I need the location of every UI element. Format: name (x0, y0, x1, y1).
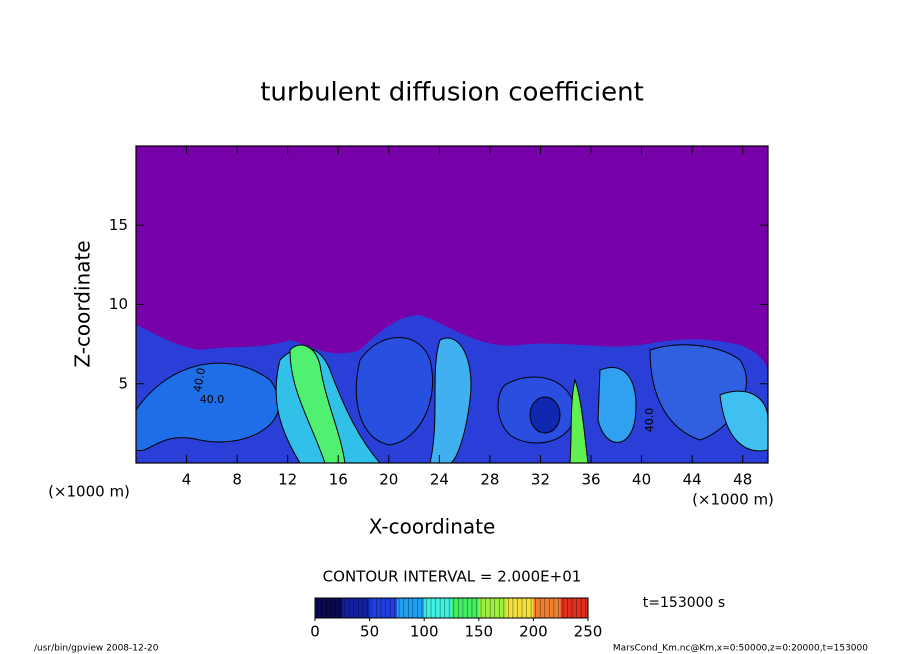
colorbar-swatch (506, 598, 534, 618)
contour-field (136, 146, 768, 463)
x-axis-label: X-coordinate (369, 515, 496, 539)
colorbar-swatch (424, 598, 452, 618)
x-tick-label: 32 (531, 471, 550, 489)
x-tick-label: 44 (683, 471, 702, 489)
time-label: t=153000 s (643, 595, 725, 611)
colorbar-tick-label: 50 (360, 623, 379, 641)
x-tick-label: 12 (278, 471, 297, 489)
colorbar-swatch (451, 598, 480, 618)
x-tick-label: 24 (430, 471, 449, 489)
contour-interval: CONTOUR INTERVAL = 2.000E+01 (323, 568, 582, 586)
x-tick-label: 36 (581, 471, 600, 489)
colorbar-tick-label: 250 (574, 623, 603, 641)
y-tick-label: 10 (109, 295, 128, 313)
footer-left: /usr/bin/gpview 2008-12-20 (34, 644, 159, 654)
y-axis-label: Z-coordinate (71, 240, 95, 367)
x-tick-label: 16 (329, 471, 348, 489)
contour-label: 40.0 (191, 367, 208, 393)
chart-title: turbulent diffusion coefficient (260, 78, 644, 108)
colorbar-swatch (478, 598, 507, 618)
colorbar-swatch (533, 598, 562, 618)
x-unit-label: (×1000 m) (692, 491, 774, 509)
x-tick-label: 28 (480, 471, 499, 489)
colorbar-swatch (560, 598, 589, 618)
colorbar-swatch (342, 598, 371, 618)
contour-label: 40.0 (200, 393, 225, 406)
colorbar-tick-label: 100 (410, 623, 439, 641)
colorbar-tick-label: 0 (310, 623, 320, 641)
x-tick-label: 8 (232, 471, 242, 489)
x-tick-label: 40 (632, 471, 651, 489)
contour-label: 40.0 (643, 408, 656, 433)
footer-right: MarsCond_Km.nc@Km,x=0:50000,z=0:20000,t=… (613, 644, 868, 654)
y-tick-label: 5 (118, 374, 128, 392)
y-unit-label: (×1000 m) (48, 483, 130, 501)
colorbar-tick-label: 150 (464, 623, 493, 641)
colorbar-swatch (315, 598, 343, 618)
colorbar-swatch (369, 598, 398, 618)
colorbar-swatch (396, 598, 425, 618)
colorbar-frame (314, 597, 589, 619)
y-tick-label: 15 (109, 216, 128, 234)
x-tick-label: 4 (182, 471, 192, 489)
x-tick-label: 20 (379, 471, 398, 489)
x-tick-label: 48 (733, 471, 752, 489)
colorbar-tick-label: 200 (519, 623, 548, 641)
